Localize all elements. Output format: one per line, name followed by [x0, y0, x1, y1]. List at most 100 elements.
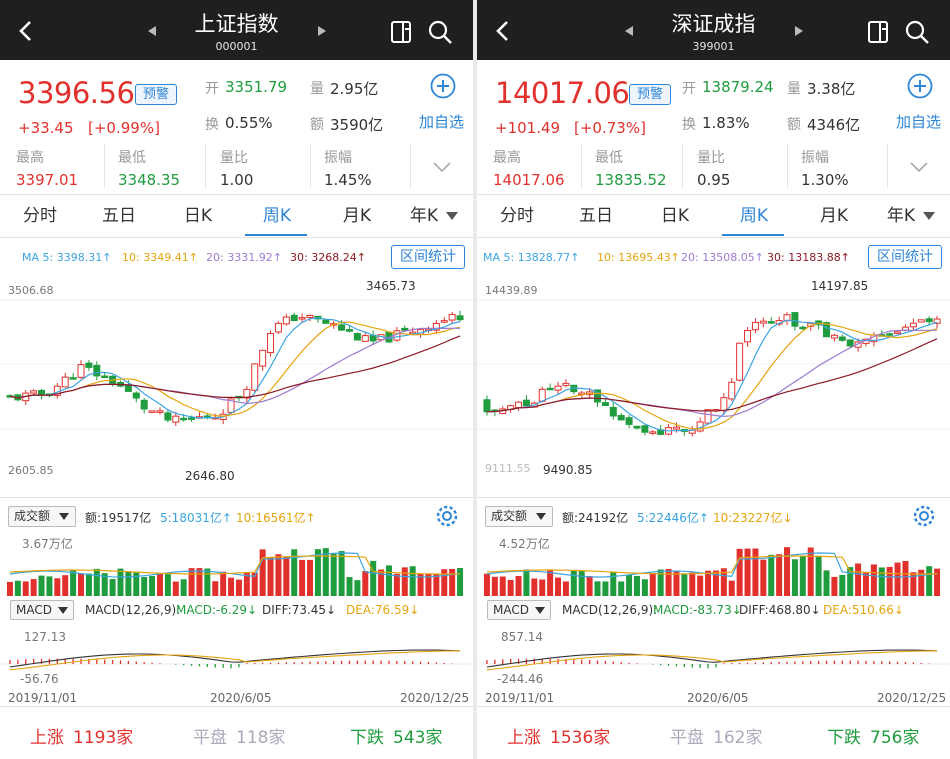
amount-value: 4346亿 — [807, 116, 861, 134]
triangle-right-icon[interactable] — [795, 26, 803, 36]
alert-button[interactable]: 预警 — [135, 84, 177, 105]
volume-bar — [141, 576, 148, 596]
date-end: 2020/12/25 — [877, 691, 947, 705]
candle-body — [822, 322, 831, 338]
current-price: 14017.06 — [495, 76, 630, 110]
breadth-down-label: 下跌 — [827, 728, 861, 748]
volume-bar — [823, 570, 830, 596]
breadth-up-label: 上涨 — [507, 728, 541, 748]
tab-weekly-k[interactable]: 周K — [262, 206, 292, 226]
chevron-left-icon[interactable] — [495, 20, 509, 42]
volume-bar — [870, 564, 877, 596]
search-icon[interactable] — [428, 20, 454, 46]
volume-bar — [307, 559, 314, 596]
add-watchlist-button[interactable]: 加自选 — [419, 113, 465, 131]
phone-chart-icon[interactable] — [390, 20, 414, 44]
volume-selector[interactable]: 成交额 — [8, 506, 76, 527]
volume-bar — [70, 569, 77, 596]
divider — [104, 144, 105, 188]
volume-bar — [346, 577, 353, 596]
turnover-label: 换 — [205, 117, 219, 133]
range-stats-button[interactable]: 区间统计 — [868, 245, 942, 269]
volume-bar — [149, 576, 156, 596]
price-axis-bottom: 2605.85 — [8, 464, 54, 477]
ma30-legend: 30: 3268.24↑ — [290, 251, 366, 264]
tab-indicator — [245, 234, 307, 236]
candle-body — [306, 314, 314, 318]
diff-line — [9, 649, 461, 668]
tab-monthly-k[interactable]: 月K — [819, 206, 849, 226]
chevron-left-icon[interactable] — [18, 20, 32, 42]
turnover-label: 换 — [682, 117, 696, 133]
candle-body — [601, 402, 609, 406]
amount-label: 额 — [787, 117, 801, 133]
phone-chart-icon[interactable] — [867, 20, 891, 44]
macd-chart — [477, 649, 950, 671]
candle-body — [672, 426, 680, 430]
volume-axis-label: 4.52万亿 — [499, 537, 550, 551]
triangle-left-icon[interactable] — [625, 26, 633, 36]
ma20-legend: 20: 3331.92↑ — [206, 251, 282, 264]
ma5-line — [9, 317, 461, 419]
volume-bar — [251, 572, 258, 596]
search-icon[interactable] — [905, 20, 931, 46]
volume-bar — [633, 575, 640, 596]
alert-button[interactable]: 预警 — [629, 84, 671, 105]
macd-selector[interactable]: MACD — [10, 600, 74, 620]
candle-body — [799, 326, 807, 330]
ma10-legend: 10: 3349.41↑ — [122, 251, 198, 264]
divider — [787, 144, 788, 188]
triangle-left-icon[interactable] — [148, 26, 156, 36]
gear-icon[interactable] — [435, 504, 459, 528]
volume-bar — [578, 571, 585, 596]
chevron-down-icon[interactable] — [433, 162, 451, 173]
range-stats-button[interactable]: 区间统计 — [391, 245, 465, 269]
volume-bar — [299, 559, 306, 596]
volume-bar — [133, 571, 140, 596]
volume-bar — [212, 581, 219, 596]
ma5-legend: MA 5: 13828.77↑ — [483, 251, 580, 264]
tab-daily-k[interactable]: 日K — [660, 206, 690, 226]
candle-body — [917, 319, 925, 323]
volume-bar — [610, 571, 617, 596]
stat-value: 13835.52 — [595, 171, 667, 189]
volume-selector[interactable]: 成交额 — [485, 506, 553, 527]
triangle-down-icon[interactable] — [923, 212, 935, 220]
candle-body — [298, 317, 306, 320]
low-trail-annotation: 9111.55 — [485, 462, 531, 475]
chevron-down-icon[interactable] — [910, 162, 928, 173]
tab-weekly-k[interactable]: 周K — [739, 206, 769, 226]
candle-body — [854, 341, 862, 348]
triangle-right-icon[interactable] — [318, 26, 326, 36]
tab-yearly-k[interactable]: 年K — [886, 206, 916, 226]
macd-selector[interactable]: MACD — [487, 600, 551, 620]
divider — [410, 144, 411, 188]
volume-bar — [847, 567, 854, 596]
volume-bar — [515, 575, 522, 596]
tab-five-day[interactable]: 五日 — [579, 206, 613, 226]
candle-body — [562, 382, 570, 386]
divider — [310, 144, 311, 188]
price-axis-top: 3506.68 — [8, 284, 54, 297]
add-circle-icon[interactable] — [907, 73, 933, 99]
triangle-down-icon — [535, 607, 545, 614]
tab-five-day[interactable]: 五日 — [102, 206, 136, 226]
volume-bar — [228, 577, 235, 596]
volume-bar — [30, 579, 37, 596]
tab-monthly-k[interactable]: 月K — [342, 206, 372, 226]
candle-body — [93, 364, 101, 377]
tab-intraday[interactable]: 分时 — [500, 206, 534, 226]
tab-daily-k[interactable]: 日K — [183, 206, 213, 226]
stat-value: 14017.06 — [493, 171, 565, 189]
add-circle-icon[interactable] — [430, 73, 456, 99]
gear-icon[interactable] — [912, 504, 936, 528]
add-watchlist-button[interactable]: 加自选 — [896, 113, 942, 131]
amount-value: 3590亿 — [330, 116, 384, 134]
tab-intraday[interactable]: 分时 — [23, 206, 57, 226]
volume-bar — [259, 549, 266, 596]
divider — [0, 194, 473, 195]
candle-body — [77, 364, 85, 378]
triangle-down-icon[interactable] — [446, 212, 458, 220]
candle-body — [546, 387, 554, 391]
tab-yearly-k[interactable]: 年K — [409, 206, 439, 226]
